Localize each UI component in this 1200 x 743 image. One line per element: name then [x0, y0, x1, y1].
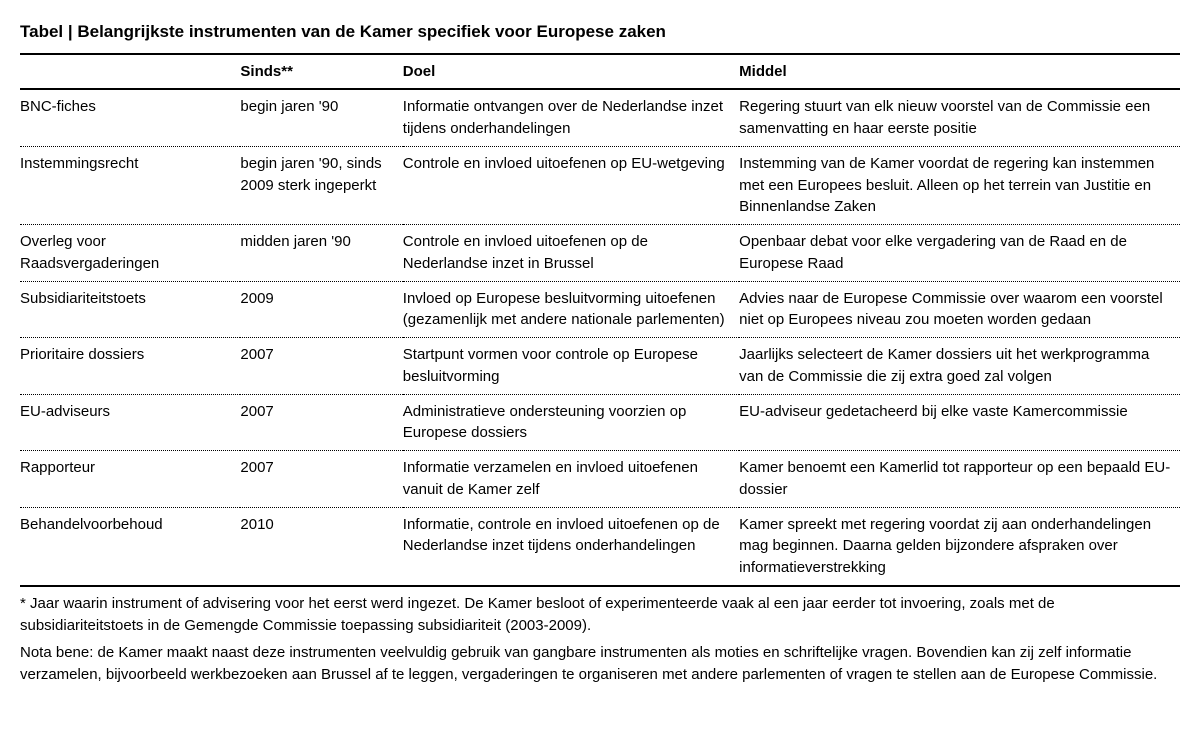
cell-name: EU-adviseurs: [20, 394, 240, 451]
cell-name: BNC-fiches: [20, 89, 240, 146]
table-row: Overleg voor Raadsvergaderingen midden j…: [20, 225, 1180, 282]
cell-doel: Informatie ontvangen over de Nederlandse…: [403, 89, 739, 146]
footnote-2: Nota bene: de Kamer maakt naast deze ins…: [20, 636, 1180, 686]
cell-name: Overleg voor Raadsvergaderingen: [20, 225, 240, 282]
table-row: Instemmingsrecht begin jaren '90, sinds …: [20, 146, 1180, 224]
col-header-since: Sinds**: [240, 55, 402, 90]
cell-doel: Informatie, controle en invloed uitoefen…: [403, 507, 739, 586]
cell-since: 2007: [240, 338, 402, 395]
table-row: BNC-fiches begin jaren '90 Informatie on…: [20, 89, 1180, 146]
table-container: Tabel | Belangrijkste instrumenten van d…: [20, 20, 1180, 686]
cell-since: begin jaren '90, sinds 2009 sterk ingepe…: [240, 146, 402, 224]
table-row: Subsidiariteitstoets 2009 Invloed op Eur…: [20, 281, 1180, 338]
instruments-table: Sinds** Doel Middel BNC-fiches begin jar…: [20, 55, 1180, 587]
table-row: Prioritaire dossiers 2007 Startpunt vorm…: [20, 338, 1180, 395]
footnote-1: * Jaar waarin instrument of advisering v…: [20, 587, 1180, 637]
cell-name: Rapporteur: [20, 451, 240, 508]
cell-since: begin jaren '90: [240, 89, 402, 146]
cell-since: 2007: [240, 394, 402, 451]
col-header-middel: Middel: [739, 55, 1180, 90]
col-header-doel: Doel: [403, 55, 739, 90]
cell-since: 2009: [240, 281, 402, 338]
cell-doel: Invloed op Europese besluitvorming uitoe…: [403, 281, 739, 338]
table-row: Behandelvoorbehoud 2010 Informatie, cont…: [20, 507, 1180, 586]
cell-doel: Administratieve ondersteuning voorzien o…: [403, 394, 739, 451]
cell-middel: Openbaar debat voor elke vergadering van…: [739, 225, 1180, 282]
cell-middel: Kamer spreekt met regering voordat zij a…: [739, 507, 1180, 586]
cell-since: 2007: [240, 451, 402, 508]
cell-since: midden jaren '90: [240, 225, 402, 282]
cell-since: 2010: [240, 507, 402, 586]
cell-doel: Informatie verzamelen en invloed uitoefe…: [403, 451, 739, 508]
cell-middel: Kamer benoemt een Kamerlid tot rapporteu…: [739, 451, 1180, 508]
cell-middel: Instemming van de Kamer voordat de reger…: [739, 146, 1180, 224]
cell-middel: Advies naar de Europese Commissie over w…: [739, 281, 1180, 338]
cell-middel: Regering stuurt van elk nieuw voorstel v…: [739, 89, 1180, 146]
table-header-row: Sinds** Doel Middel: [20, 55, 1180, 90]
cell-doel: Controle en invloed uitoefenen op EU-wet…: [403, 146, 739, 224]
table-row: Rapporteur 2007 Informatie verzamelen en…: [20, 451, 1180, 508]
cell-name: Instemmingsrecht: [20, 146, 240, 224]
cell-name: Behandelvoorbehoud: [20, 507, 240, 586]
cell-name: Prioritaire dossiers: [20, 338, 240, 395]
cell-name: Subsidiariteitstoets: [20, 281, 240, 338]
cell-middel: Jaarlijks selecteert de Kamer dossiers u…: [739, 338, 1180, 395]
table-body: BNC-fiches begin jaren '90 Informatie on…: [20, 89, 1180, 586]
cell-doel: Controle en invloed uitoefenen op de Ned…: [403, 225, 739, 282]
cell-doel: Startpunt vormen voor controle op Europe…: [403, 338, 739, 395]
table-title: Tabel | Belangrijkste instrumenten van d…: [20, 20, 1180, 55]
cell-middel: EU-adviseur gedetacheerd bij elke vaste …: [739, 394, 1180, 451]
table-row: EU-adviseurs 2007 Administratieve onders…: [20, 394, 1180, 451]
col-header-name: [20, 55, 240, 90]
